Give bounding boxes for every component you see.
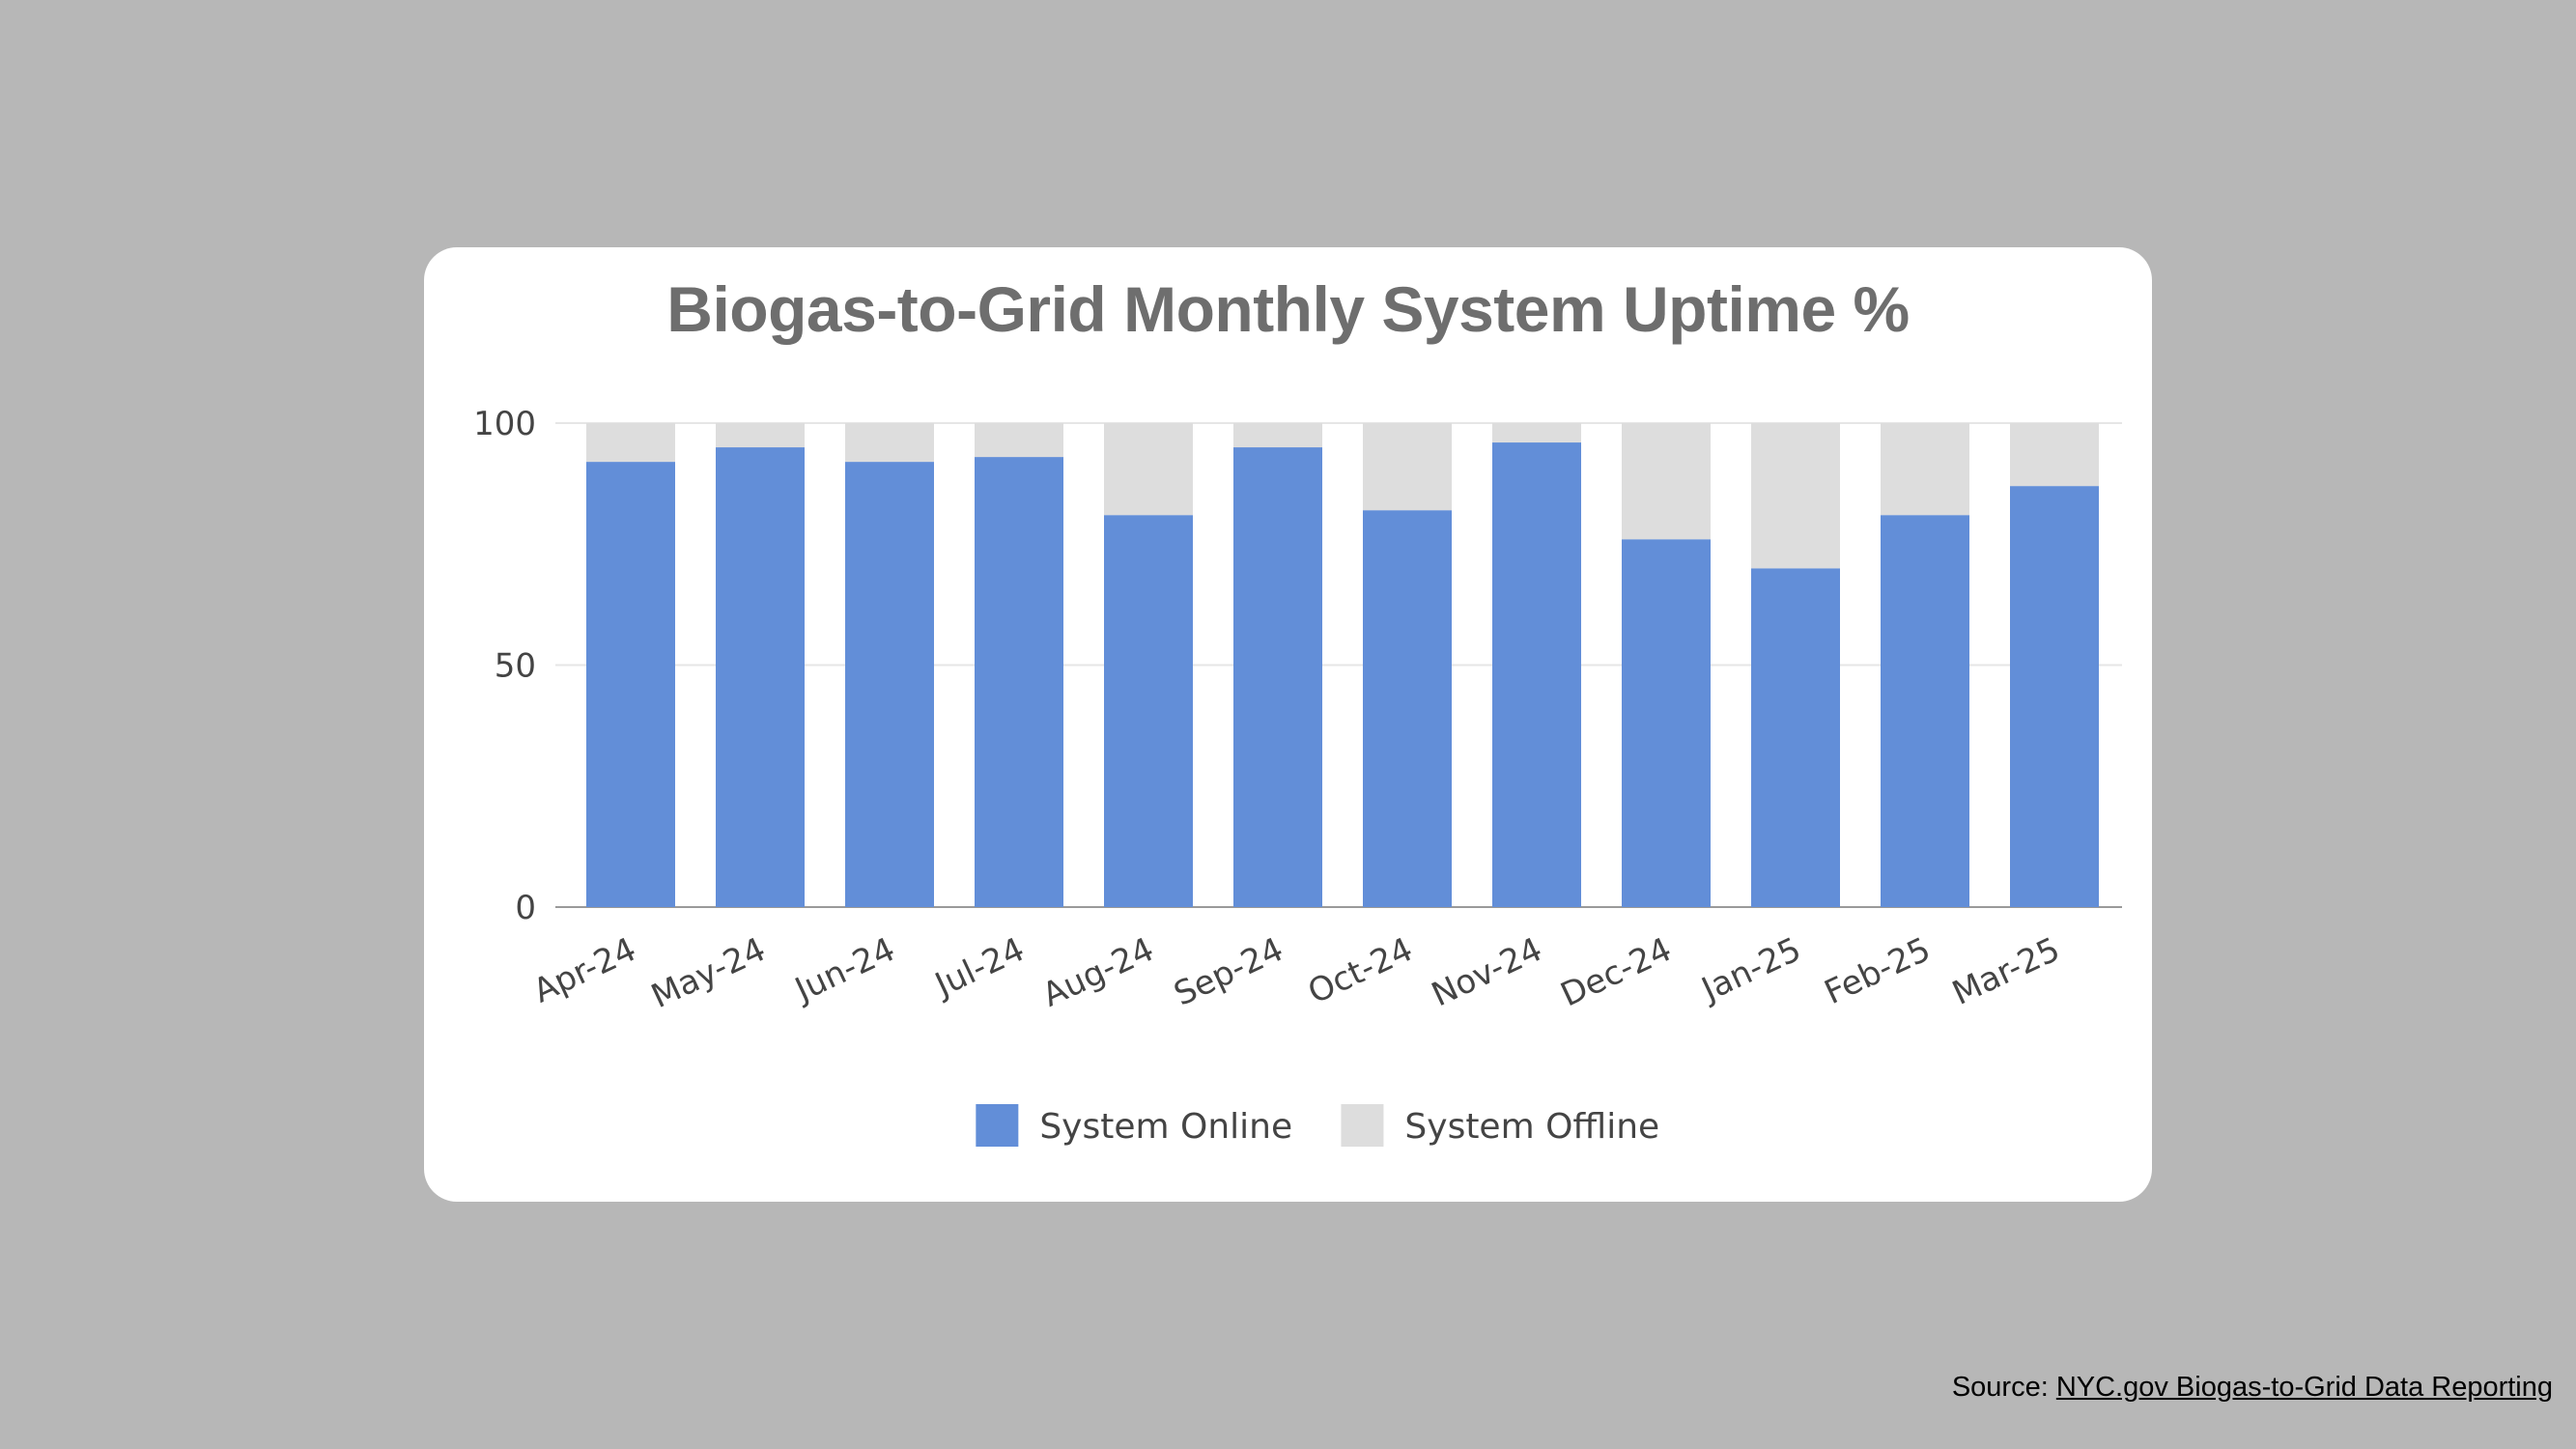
- bar-system-offline: [1751, 423, 1840, 569]
- legend-swatch: [1341, 1104, 1384, 1147]
- x-tick-label: Nov-24: [1426, 930, 1548, 1014]
- legend-label: System Online: [1039, 1107, 1292, 1147]
- y-tick-label: 100: [473, 405, 536, 443]
- chart-title: Biogas-to-Grid Monthly System Uptime %: [666, 273, 1910, 345]
- x-tick-label: Apr-24: [527, 930, 642, 1011]
- source-link[interactable]: NYC.gov Biogas-to-Grid Data Reporting: [2055, 1372, 2553, 1403]
- bar-system-online: [1233, 447, 1322, 907]
- source-note: Source: NYC.gov Biogas-to-Grid Data Repo…: [1952, 1372, 2553, 1404]
- bar-system-offline: [1363, 423, 1452, 511]
- bar-system-offline: [1622, 423, 1711, 540]
- x-tick-label: Jan-25: [1694, 930, 1807, 1010]
- bar-system-offline: [586, 423, 675, 463]
- bar-system-offline: [1233, 423, 1322, 448]
- source-prefix: Source:: [1951, 1372, 2056, 1403]
- chart-card: Biogas-to-Grid Monthly System Uptime % 0…: [424, 247, 2152, 1202]
- bar-system-offline: [1881, 423, 1969, 516]
- bar-system-online: [716, 447, 805, 907]
- bar-system-offline: [2010, 423, 2099, 487]
- bar-system-online: [2010, 486, 2099, 907]
- x-tick-label: Feb-25: [1819, 930, 1937, 1012]
- bar-system-offline: [716, 423, 805, 448]
- bar-system-offline: [975, 423, 1063, 458]
- bar-system-online: [1492, 442, 1581, 907]
- legend-label: System Offline: [1404, 1107, 1659, 1147]
- bar-system-online: [586, 462, 675, 907]
- bar-system-online: [975, 457, 1063, 907]
- x-tick-label: Mar-25: [1946, 930, 2065, 1013]
- bar-system-online: [1751, 568, 1840, 907]
- x-tick-label: May-24: [645, 930, 771, 1016]
- x-tick-label: Aug-24: [1036, 930, 1159, 1015]
- y-tick-label: 50: [495, 647, 536, 686]
- x-tick-label: Jun-24: [788, 930, 901, 1010]
- x-tick-label: Sep-24: [1168, 930, 1288, 1014]
- bar-system-online: [1363, 510, 1452, 907]
- bar-system-online: [845, 462, 934, 907]
- bar-system-online: [1881, 515, 1969, 907]
- bar-system-offline: [845, 423, 934, 463]
- bar-system-offline: [1492, 423, 1581, 443]
- x-tick-label: Dec-24: [1555, 930, 1678, 1015]
- x-tick-label: Oct-24: [1302, 930, 1419, 1012]
- bar-system-offline: [1104, 423, 1193, 516]
- legend-swatch: [976, 1104, 1019, 1147]
- stacked-bar-chart: 0 50 100 Apr-24 May-24 Jun-24 Jul-24 Aug-24 Sep-…: [473, 405, 2122, 1147]
- x-tick-label: Jul-24: [928, 930, 1031, 1006]
- y-tick-label: 0: [515, 889, 536, 927]
- bar-system-online: [1622, 539, 1711, 907]
- bar-system-online: [1104, 515, 1193, 907]
